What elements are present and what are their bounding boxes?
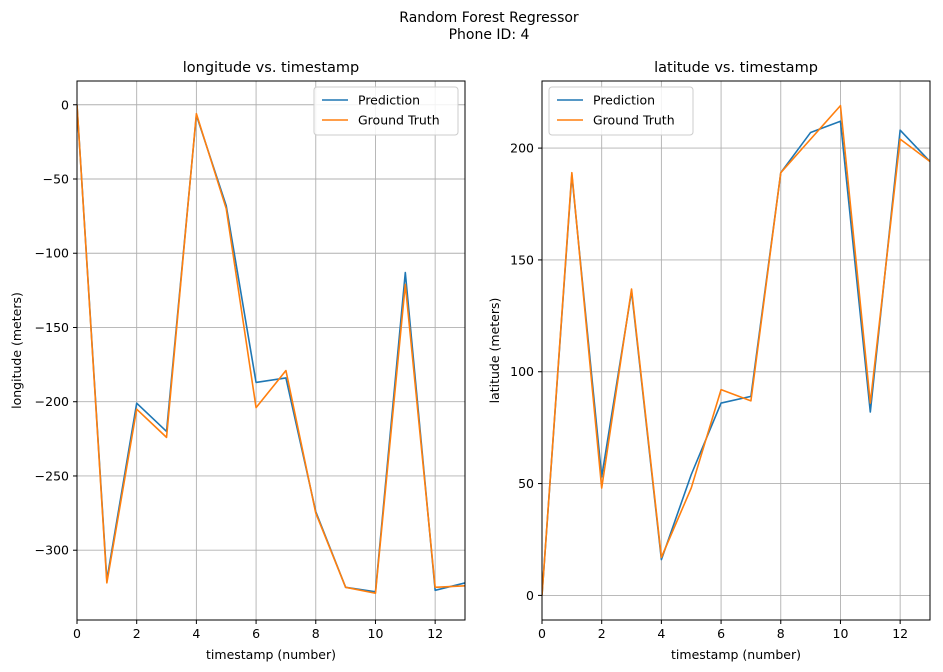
latitude-x-tick-label: 2 — [598, 626, 606, 641]
latitude-series-group — [542, 104, 930, 596]
latitude-legend-box — [548, 86, 694, 136]
longitude-chart: longitude vs. timestamp 0 2 4 6 8 10 12 0 −50 −100… — [9, 60, 466, 662]
latitude-x-tick-label: 6 — [717, 626, 725, 641]
latitude-series-prediction-line — [542, 120, 930, 596]
longitude-x-tick-label: 10 — [368, 626, 384, 641]
longitude-legend-prediction-label: Prediction — [358, 93, 420, 108]
longitude-x-tick-label: 8 — [312, 626, 320, 641]
longitude-x-tick-label: 6 — [252, 626, 260, 641]
latitude-legend: Prediction Ground Truth — [548, 86, 694, 136]
latitude-x-tick-label: 10 — [833, 626, 849, 641]
latitude-legend-prediction-label: Prediction — [593, 93, 655, 108]
longitude-x-tick-label: 0 — [73, 626, 81, 641]
longitude-legend-box — [313, 86, 459, 136]
latitude-y-tick-label: 50 — [518, 476, 534, 491]
latitude-x-tick-label: 8 — [777, 626, 785, 641]
figure-title: Random Forest Regressor — [399, 10, 579, 26]
longitude-legend: Prediction Ground Truth — [313, 86, 459, 136]
longitude-y-axis-label: longitude (meters) — [9, 292, 24, 409]
latitude-y-axis-label: latitude (meters) — [487, 298, 502, 404]
longitude-y-tick-label: −300 — [35, 543, 69, 558]
longitude-y-tick-label: 0 — [61, 97, 69, 112]
longitude-y-tick-label: −250 — [35, 468, 69, 483]
longitude-y-tick-label: −50 — [43, 172, 69, 187]
longitude-y-tick-label: −100 — [35, 246, 69, 261]
longitude-series-group — [77, 104, 465, 595]
longitude-grid — [76, 81, 465, 620]
latitude-chart-title: latitude vs. timestamp — [654, 60, 818, 76]
latitude-plot-frame — [541, 80, 931, 621]
latitude-grid — [541, 81, 930, 620]
longitude-x-tick-label: 4 — [192, 626, 200, 641]
latitude-x-tick-label: 12 — [892, 626, 908, 641]
longitude-plot-frame — [76, 80, 466, 621]
latitude-y-tick-label: 200 — [510, 141, 534, 156]
figure-subtitle: Phone ID: 4 — [449, 27, 530, 43]
latitude-series-ground-truth-line — [542, 104, 930, 596]
longitude-chart-title: longitude vs. timestamp — [183, 60, 360, 76]
longitude-series-ground-truth-line — [77, 104, 465, 595]
longitude-x-tick-label: 2 — [133, 626, 141, 641]
latitude-y-tick-label: 150 — [510, 252, 534, 267]
longitude-x-tick-label: 12 — [427, 626, 443, 641]
latitude-x-tick-label: 4 — [657, 626, 665, 641]
longitude-y-tick-label: −150 — [35, 320, 69, 335]
latitude-y-tick-label: 0 — [526, 588, 534, 603]
longitude-series-prediction-line — [77, 104, 465, 593]
longitude-legend-ground-truth-label: Ground Truth — [358, 113, 440, 128]
longitude-x-axis-label: timestamp (number) — [206, 647, 336, 662]
latitude-y-tick-label: 100 — [510, 364, 534, 379]
latitude-x-axis-label: timestamp (number) — [671, 647, 801, 662]
latitude-legend-ground-truth-label: Ground Truth — [593, 113, 675, 128]
latitude-x-tick-label: 0 — [538, 626, 546, 641]
longitude-y-tick-label: −200 — [35, 394, 69, 409]
latitude-chart: latitude vs. timestamp 0 2 4 6 8 10 12 0 50 100 150… — [487, 60, 931, 662]
